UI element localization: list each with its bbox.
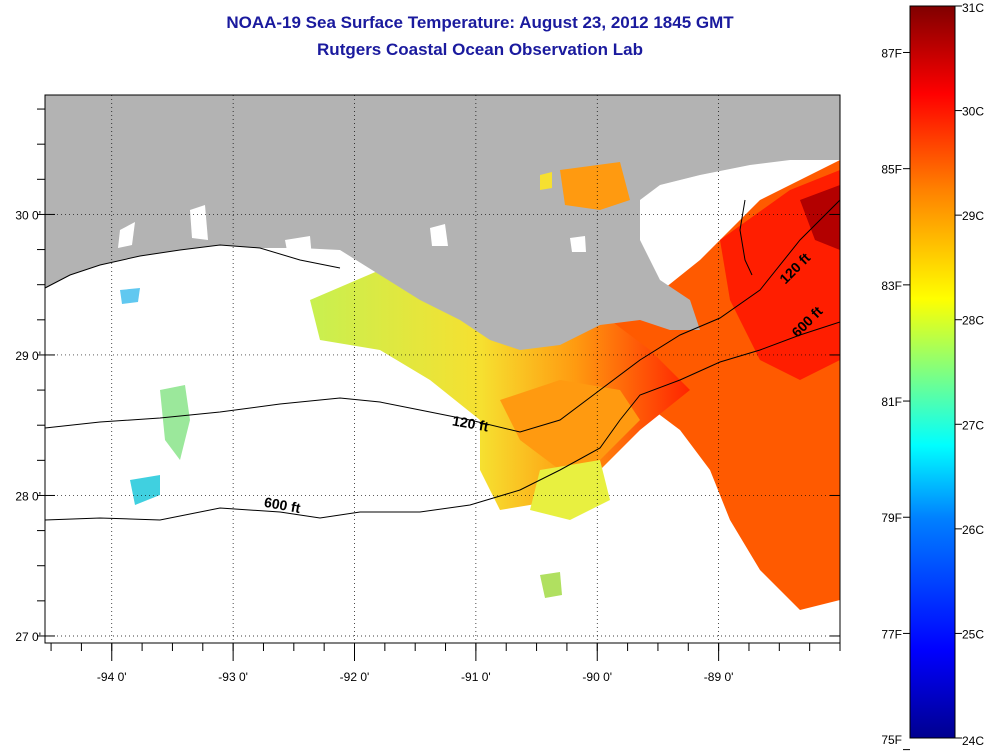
sst-patch-west-small	[120, 288, 140, 304]
inland-lake-1	[118, 222, 135, 248]
lat-lon-grid	[45, 95, 840, 643]
sst-cool-patch-west	[160, 385, 190, 460]
inland-lake-3	[285, 236, 312, 258]
colorbar-labels: 31C 30C 29C 28C 27C 26C 25C 24C 87F 85F 83F 81F 79F 7…	[881, 1, 984, 751]
land-mass	[45, 95, 840, 350]
lat-tick-label: 29 0'	[15, 349, 41, 363]
map-subtitle: Rutgers Coastal Ocean Observation Lab	[317, 40, 643, 59]
colorbar-label-celsius: 30C	[962, 105, 984, 119]
contour-120ft-east	[739, 199, 753, 276]
lon-tick-label: -89 0'	[704, 670, 734, 684]
map-title: NOAA-19 Sea Surface Temperature: August …	[226, 13, 734, 32]
colorbar-scale	[909, 5, 956, 739]
lat-tick-label: 28 0'	[15, 489, 41, 503]
colorbar-label-fahrenheit: 79F	[881, 511, 902, 525]
inland-lake-2	[190, 205, 208, 240]
contour-600ft	[45, 321, 840, 521]
sst-hottest-patch	[800, 185, 840, 250]
coastline	[45, 244, 341, 289]
lon-tick-label: -93 0'	[218, 670, 248, 684]
lon-tick-label: -94 0'	[97, 670, 127, 684]
lat-tick-label: 27 0'	[15, 630, 41, 644]
map-frame	[44, 94, 841, 644]
lon-tick-label: -90 0'	[582, 670, 612, 684]
sst-orange-delta	[500, 380, 640, 470]
colorbar-label-celsius: 29C	[962, 209, 984, 223]
sst-patch-south	[540, 572, 562, 598]
inland-lake-4	[570, 236, 586, 252]
depth-contour-label: 600 ft	[263, 494, 302, 516]
colorbar-label-celsius: 28C	[962, 314, 984, 328]
lon-tick-label: -92 0'	[340, 670, 370, 684]
contour-120ft-west	[45, 199, 840, 433]
colorbar-label-fahrenheit: 85F	[881, 163, 902, 177]
map-axes: -94 0' -93 0' -92 0' -91 0' -90 0' -89 0' 30 0…	[15, 108, 841, 684]
inland-lake-5	[430, 224, 448, 246]
inland-bay-warm	[560, 162, 630, 210]
sst-cool-patch-sw	[130, 475, 160, 505]
colorbar-label-celsius: 27C	[962, 418, 984, 432]
colorbar-label-celsius: 26C	[962, 523, 984, 537]
colorbar-label-fahrenheit: 75F	[881, 733, 902, 747]
colorbar-label-fahrenheit: 77F	[881, 627, 902, 641]
colorbar-label-fahrenheit: 81F	[881, 395, 902, 409]
colorbar-label-fahrenheit: 87F	[881, 46, 902, 60]
depth-contour-label: 120 ft	[451, 412, 490, 434]
colorbar-label-celsius: 24C	[962, 734, 984, 748]
colorbar-label-celsius: 25C	[962, 627, 984, 641]
colorbar-label-fahrenheit: 83F	[881, 279, 902, 293]
lat-tick-label: 30 0'	[15, 208, 41, 222]
lon-tick-label: -91 0'	[461, 670, 491, 684]
colorbar-label-celsius: 31C	[962, 1, 984, 15]
inland-bay-yellow	[540, 172, 552, 190]
